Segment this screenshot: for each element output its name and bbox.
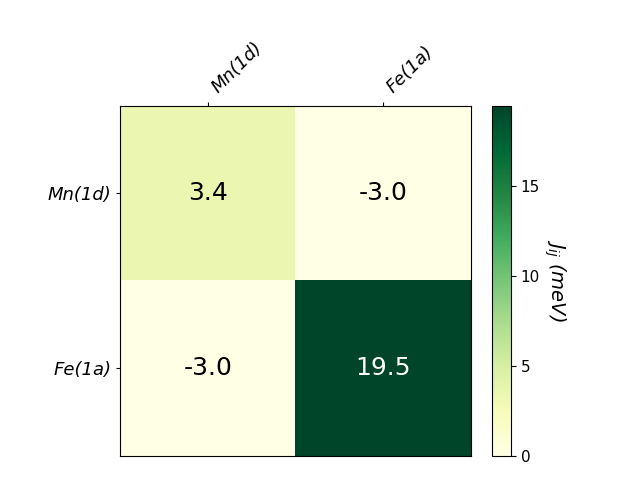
- Y-axis label: $J_{ij}$ (meV): $J_{ij}$ (meV): [542, 240, 568, 322]
- Text: -3.0: -3.0: [184, 356, 232, 380]
- Text: -3.0: -3.0: [358, 181, 408, 205]
- Text: 19.5: 19.5: [355, 356, 411, 380]
- Text: 3.4: 3.4: [188, 181, 228, 205]
